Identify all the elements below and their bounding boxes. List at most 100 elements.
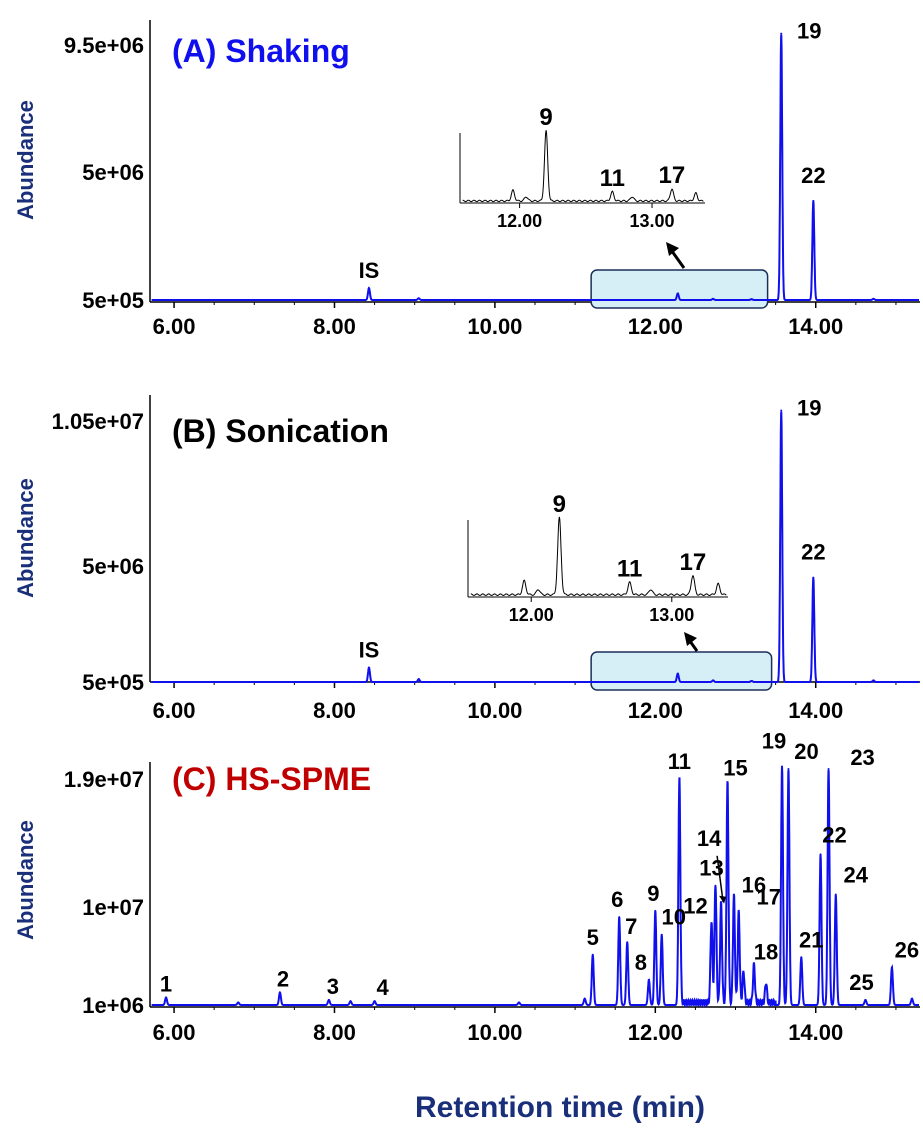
inset-peak-label-9: 9: [553, 491, 566, 518]
peak-marker: [367, 666, 370, 669]
peak-label-3: 3: [327, 974, 339, 999]
y-tick-label: 9.5e+06: [64, 33, 144, 58]
peak-label-11: 11: [668, 749, 691, 774]
peak-marker: [737, 913, 740, 916]
peak-marker: [676, 292, 679, 295]
peak-label-26: 26: [895, 937, 919, 962]
peak-label-12: 12: [683, 893, 707, 918]
peak-marker: [417, 678, 420, 681]
peak-marker: [237, 1001, 240, 1004]
peak-label-1: 1: [160, 971, 172, 996]
peak-marker: [752, 966, 755, 969]
panel-1: 6.00 8.00 10.00 12.00 14.00 9.5e+06 5e+06 5e+05…: [13, 19, 920, 339]
peak-label-is: IS: [359, 258, 380, 283]
peak-marker: [800, 956, 803, 959]
inset-peak-label-11: 11: [600, 165, 625, 192]
peak-label-14: 14: [697, 826, 722, 851]
peak-label-17: 17: [756, 885, 780, 910]
y-tick-label: 5e+06: [82, 554, 144, 579]
peak-marker: [367, 287, 370, 290]
peak-marker: [165, 996, 168, 999]
peak-label-8: 8: [635, 950, 647, 975]
peak-label-4: 4: [376, 975, 389, 1000]
peak-marker: [819, 853, 822, 856]
panel-3: 6.00 8.00 10.00 12.00 14.00 1.9e+07 1e+07 1e+06…: [13, 728, 920, 1045]
peak-marker: [872, 297, 875, 300]
peak-marker: [750, 679, 753, 682]
peak-marker: [812, 199, 815, 202]
inset-x-tick-label: 13.00: [630, 211, 675, 231]
x-tick-label: 6.00: [153, 314, 196, 339]
x-tick-label: 12.00: [628, 314, 683, 339]
peak-marker: [910, 997, 913, 1000]
chromatogram-trace: [151, 766, 919, 1008]
x-axis-title: Retention time (min): [415, 1091, 705, 1124]
x-tick-label: 12.00: [628, 1020, 683, 1045]
inset-peak-label-11: 11: [617, 556, 642, 583]
peak-marker: [732, 897, 735, 900]
peak-label-18: 18: [754, 939, 778, 964]
peak-label-22: 22: [822, 822, 846, 847]
peak-label-2: 2: [277, 966, 289, 991]
y-tick-label: 5e+06: [82, 160, 144, 185]
inset-peak-label-17: 17: [680, 549, 707, 576]
y-axis-title: Abundance: [13, 100, 38, 220]
peak-marker: [591, 953, 594, 956]
panel-title: (B) Sonication: [172, 413, 389, 449]
peak-marker: [780, 409, 783, 412]
y-tick-label: 1.9e+07: [64, 767, 144, 792]
x-tick-label: 8.00: [313, 1020, 356, 1045]
peak-marker: [872, 679, 875, 682]
x-tick-label: 10.00: [467, 698, 522, 723]
peak-label-19: 19: [762, 728, 786, 753]
peak-marker: [712, 679, 715, 682]
peak-marker: [517, 1001, 520, 1004]
panel-title: (C) HS-SPME: [172, 761, 371, 797]
panel-2: 6.00 8.00 10.00 12.00 14.00 1.05e+07 5e+06 5e+0…: [13, 395, 920, 723]
peak-label-25: 25: [849, 970, 873, 995]
peak-label-6: 6: [611, 887, 623, 912]
peak-marker: [349, 1000, 352, 1003]
peak-marker: [726, 784, 729, 787]
inset-x-tick-label: 12.00: [497, 211, 542, 231]
peak-marker: [720, 904, 723, 907]
x-tick-label: 12.00: [628, 698, 683, 723]
peak-label-23: 23: [850, 745, 874, 770]
x-tick-label: 6.00: [153, 1020, 196, 1045]
peak-14-pointer: [716, 855, 724, 902]
peak-marker: [710, 922, 713, 925]
highlight-region: [590, 651, 773, 691]
peak-marker: [742, 972, 745, 975]
x-tick-label: 14.00: [788, 1020, 843, 1045]
inset-peak-label-9: 9: [539, 104, 552, 131]
peak-marker: [714, 884, 717, 887]
peak-marker: [654, 909, 657, 912]
chromatogram-trace: [151, 411, 919, 683]
peak-label-20: 20: [794, 739, 818, 764]
y-axis-title: Abundance: [13, 820, 38, 940]
peak-marker: [676, 672, 679, 675]
peak-marker: [827, 767, 830, 770]
peak-label-7: 7: [625, 914, 637, 939]
y-tick-label: 1e+07: [82, 895, 144, 920]
peak-label-24: 24: [844, 863, 869, 888]
peak-marker: [647, 978, 650, 981]
peak-marker: [781, 765, 784, 768]
peak-label-15: 15: [723, 755, 747, 780]
peak-label-10: 10: [661, 905, 685, 930]
y-tick-label: 1e+06: [82, 993, 144, 1018]
inset-chromatogram: 12.00 13.00 9 11 17: [459, 104, 705, 231]
peak-label-9: 9: [647, 881, 659, 906]
inset-trace: [470, 516, 727, 597]
peak-marker: [787, 767, 790, 770]
peak-marker: [765, 983, 767, 986]
peak-marker: [660, 933, 663, 936]
y-axis-title: Abundance: [13, 478, 38, 598]
peak-marker: [678, 778, 681, 780]
peak-marker: [750, 298, 753, 301]
inset-x-tick-label: 12.00: [509, 605, 554, 625]
peak-label-16: 16: [742, 872, 766, 897]
highlight-region: [590, 269, 769, 309]
x-tick-label: 14.00: [788, 314, 843, 339]
